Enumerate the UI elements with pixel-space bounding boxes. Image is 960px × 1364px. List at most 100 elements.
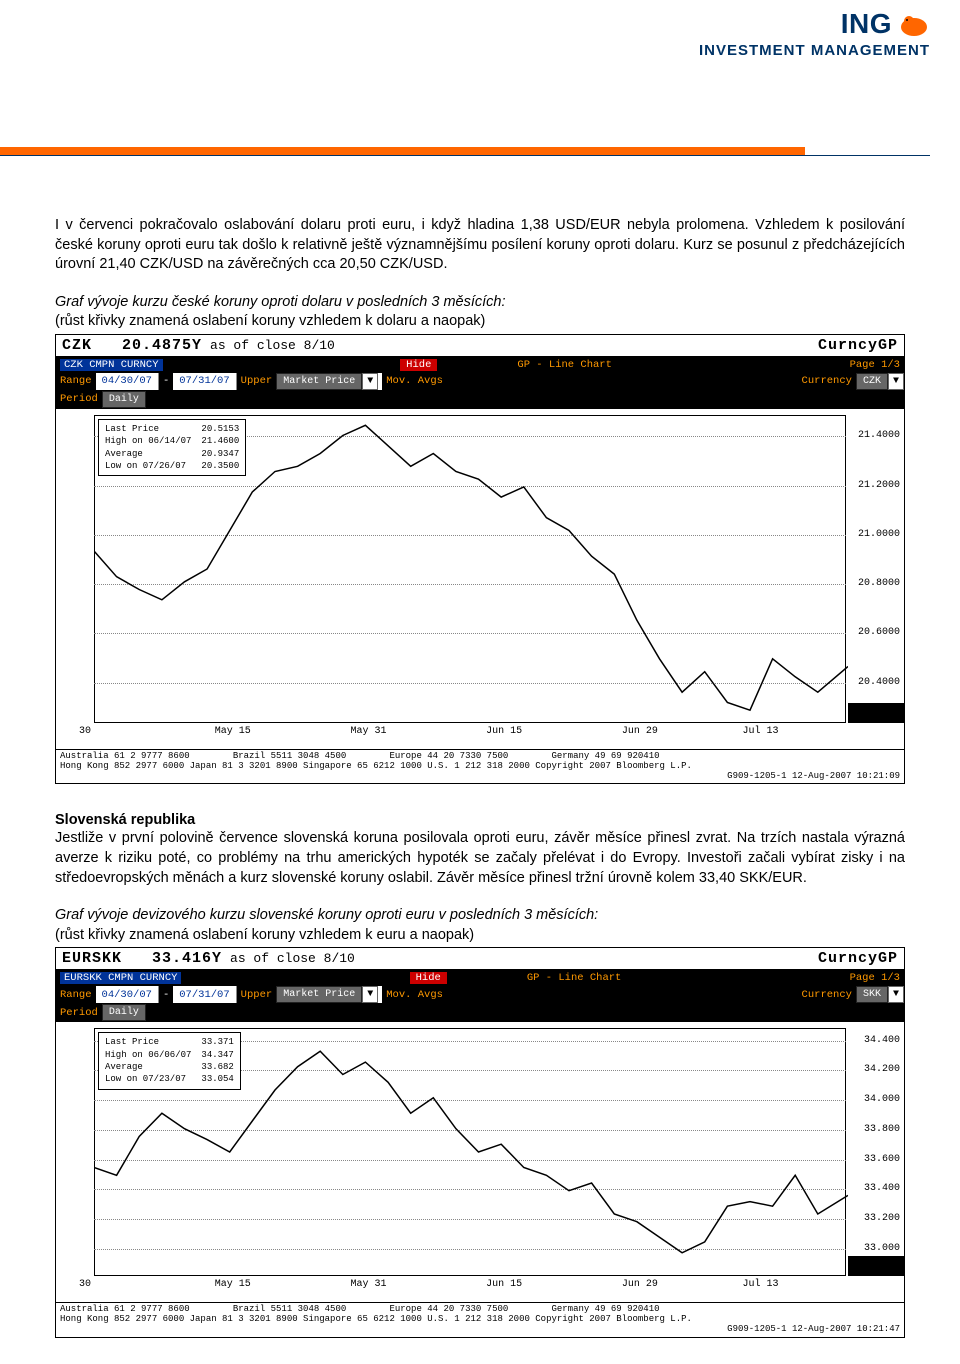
chart2-chart-type: GP - Line Chart: [527, 972, 622, 984]
chart1-movavg-label[interactable]: Mov. Avgs: [382, 373, 447, 390]
chart1-lastprice-val: 20.5153: [201, 424, 239, 434]
chart1-currency-arrow[interactable]: ▼: [888, 373, 904, 390]
chart2-controls-row2: Period Daily: [56, 1004, 904, 1022]
chart1-ytick: 21.0000: [858, 529, 900, 540]
chart2-toolbar-ticker: EURSKK CMPN CURNCY: [60, 972, 181, 984]
chart2-caption-italic: Graf vývoje devizového kurzu slovenské k…: [55, 907, 598, 923]
chart2-footer: Australia 61 2 9777 8600 Brazil 5511 304…: [56, 1302, 904, 1337]
chart2-plot-area: 34.40034.20034.00033.80033.60033.40033.2…: [56, 1022, 904, 1302]
chart2-lastprice-val: 33.371: [201, 1037, 233, 1047]
chart1-xtick: May 15: [215, 726, 251, 737]
chart2-asof: as of close 8/10: [230, 951, 355, 966]
chart2-toolbar: EURSKK CMPN CURNCY Hide GP - Line Chart …: [56, 970, 904, 986]
chart2-titlebar: EURSKK 33.416Y as of close 8/10 CurncyGP: [56, 948, 904, 970]
chart1-period-dropdown[interactable]: Daily: [102, 391, 146, 408]
chart2-range-to[interactable]: 07/31/07: [173, 986, 236, 1003]
chart1-titlebar: CZK 20.4875Y as of close 8/10 CurncyGP: [56, 335, 904, 357]
chart2-ytick: 33.200: [864, 1213, 900, 1224]
chart2-low-val: 33.054: [201, 1074, 233, 1084]
chart1-controls-row1: Range 04/30/07 - 07/31/07 Upper Market P…: [56, 373, 904, 391]
chart2-upper-label: Upper: [237, 986, 277, 1003]
chart1-ticker: CZK: [62, 337, 92, 354]
chart1-hide-button[interactable]: Hide: [400, 359, 437, 371]
chart2-xtick: May 15: [215, 1279, 251, 1290]
chart2-avg-val: 33.682: [201, 1062, 233, 1072]
chart2-footer-line3: G909-1205-1 12-Aug-2007 10:21:47: [60, 1325, 900, 1335]
chart2-xtick: May 31: [350, 1279, 386, 1290]
page-root: ING INVESTMENT MANAGEMENT I v červenci p…: [0, 0, 960, 1364]
chart2-range-from[interactable]: 04/30/07: [96, 986, 159, 1003]
chart2-page-indicator: Page 1/3: [850, 972, 900, 984]
chart1-upper-arrow[interactable]: ▼: [362, 373, 378, 390]
chart1-xtick: 30: [79, 726, 91, 737]
chart1-ytick: 21.2000: [858, 480, 900, 491]
chart1-chart-type: GP - Line Chart: [517, 359, 612, 371]
chart1-currency-label: Currency: [798, 373, 856, 390]
chart1-footer-line3: G909-1205-1 12-Aug-2007 10:21:09: [60, 772, 900, 782]
chart2-high-lbl: High on 06/06/07: [105, 1050, 199, 1060]
chart1-price: 20.4875Y: [122, 337, 202, 354]
chart2-price: 33.416Y: [152, 950, 222, 967]
chart1-low-val: 20.3500: [201, 461, 239, 471]
chart2-currency-arrow[interactable]: ▼: [888, 986, 904, 1003]
page-header: ING INVESTMENT MANAGEMENT: [0, 0, 960, 75]
bloomberg-chart-czk: CZK 20.4875Y as of close 8/10 CurncyGP C…: [55, 334, 905, 785]
chart2-xtick: Jul 13: [743, 1279, 779, 1290]
chart2-range-sep: -: [159, 986, 173, 1003]
chart1-period-label: Period: [56, 391, 102, 408]
chart2-caption: Graf vývoje devizového kurzu slovenské k…: [55, 906, 905, 945]
chart2-lastprice-lbl: Last Price: [105, 1037, 199, 1047]
chart2-hide-button[interactable]: Hide: [410, 972, 447, 984]
chart2-period-label: Period: [56, 1004, 102, 1021]
chart1-low-lbl: Low on 07/26/07: [105, 461, 199, 471]
chart1-high-val: 21.4600: [201, 436, 239, 446]
chart1-corner-black: [848, 703, 904, 723]
chart1-controls-row2: Period Daily: [56, 391, 904, 409]
chart1-range-label: Range: [56, 373, 96, 390]
chart2-ytick: 33.800: [864, 1124, 900, 1135]
chart1-page-indicator: Page 1/3: [850, 359, 900, 371]
chart2-ytick: 34.400: [864, 1035, 900, 1046]
chart2-high-val: 34.347: [201, 1050, 233, 1060]
chart1-lastprice-lbl: Last Price: [105, 424, 199, 434]
chart2-upper-arrow[interactable]: ▼: [362, 986, 378, 1003]
chart2-caption-plain: (růst křivky znamená oslabení koruny vzh…: [55, 927, 474, 943]
chart1-curncygp: CurncyGP: [818, 337, 898, 354]
chart2-ytick: 33.000: [864, 1243, 900, 1254]
chart2-movavg-label[interactable]: Mov. Avgs: [382, 986, 447, 1003]
chart1-caption-plain: (růst křivky znamená oslabení koruny vzh…: [55, 313, 485, 329]
chart1-xtick: Jul 13: [743, 726, 779, 737]
chart1-avg-val: 20.9347: [201, 449, 239, 459]
chart2-currency-dropdown[interactable]: SKK: [856, 986, 888, 1003]
chart1-ytick: 20.4000: [858, 677, 900, 688]
chart2-stats-box: Last Price33.371 High on 06/06/0734.347 …: [98, 1032, 241, 1089]
chart2-curncygp: CurncyGP: [818, 950, 898, 967]
chart2-xtick: Jun 29: [622, 1279, 658, 1290]
chart1-range-to[interactable]: 07/31/07: [173, 373, 236, 390]
chart1-upper-dropdown[interactable]: Market Price: [276, 373, 362, 390]
chart1-toolbar-ticker: CZK CMPN CURNCY: [60, 359, 163, 371]
ing-logo: ING INVESTMENT MANAGEMENT: [699, 8, 930, 59]
chart1-stats-box: Last Price20.5153 High on 06/14/0721.460…: [98, 419, 246, 476]
chart1-xtick: Jun 29: [622, 726, 658, 737]
chart2-period-dropdown[interactable]: Daily: [102, 1004, 146, 1021]
chart1-toolbar: CZK CMPN CURNCY Hide GP - Line Chart Pag…: [56, 357, 904, 373]
paragraph-czk: I v červenci pokračovalo oslabování dola…: [55, 216, 905, 275]
chart2-xtick: Jun 15: [486, 1279, 522, 1290]
chart1-footer: Australia 61 2 9777 8600 Brazil 5511 304…: [56, 749, 904, 784]
chart2-corner-black: [848, 1256, 904, 1276]
orange-rule: [0, 147, 805, 155]
chart1-currency-dropdown[interactable]: CZK: [856, 373, 888, 390]
chart1-upper-label: Upper: [237, 373, 277, 390]
chart2-upper-dropdown[interactable]: Market Price: [276, 986, 362, 1003]
chart2-controls-row1: Range 04/30/07 - 07/31/07 Upper Market P…: [56, 986, 904, 1004]
chart1-caption-italic: Graf vývoje kurzu české koruny oproti do…: [55, 294, 506, 310]
chart2-currency-label: Currency: [798, 986, 856, 1003]
chart2-ytick: 33.600: [864, 1154, 900, 1165]
chart1-range-from[interactable]: 04/30/07: [96, 373, 159, 390]
section-slovak-head: Slovenská republika: [55, 812, 905, 828]
chart1-ytick: 20.6000: [858, 627, 900, 638]
chart2-xtick: 30: [79, 1279, 91, 1290]
chart2-ytick: 34.200: [864, 1064, 900, 1075]
paragraph-skk: Jestliže v první polovině července slove…: [55, 829, 905, 888]
